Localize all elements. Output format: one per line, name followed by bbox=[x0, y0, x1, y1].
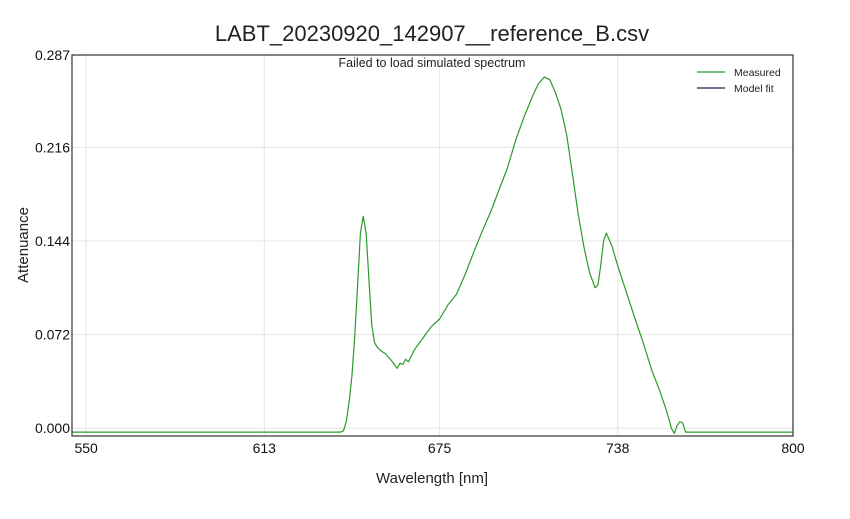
x-axis-label: Wavelength [nm] bbox=[376, 470, 488, 487]
y-tick-label: 0.287 bbox=[35, 47, 70, 63]
y-tick-label: 0.072 bbox=[35, 327, 70, 343]
y-tick-label: 0.000 bbox=[35, 420, 70, 436]
plot-frame bbox=[71, 54, 794, 437]
grid bbox=[72, 54, 794, 436]
x-tick-label: 800 bbox=[781, 440, 805, 456]
series-layer bbox=[72, 76, 793, 434]
x-tick-label: 613 bbox=[253, 440, 277, 456]
legend-label-measured: Measured bbox=[734, 67, 781, 79]
chart-title: LABT_20230920_142907__reference_B.csv bbox=[215, 21, 649, 46]
y-tick-label: 0.216 bbox=[35, 139, 70, 155]
legend-label-model-fit: Model fit bbox=[734, 83, 774, 95]
y-axis-label: Attenuance bbox=[15, 207, 32, 283]
y-axis-ticks: 0.000 0.072 0.144 0.216 0.287 bbox=[35, 47, 70, 436]
x-tick-label: 738 bbox=[606, 440, 630, 456]
x-tick-label: 675 bbox=[428, 440, 452, 456]
y-tick-label: 0.144 bbox=[35, 233, 70, 249]
simulation-error-note: Failed to load simulated spectrum bbox=[339, 56, 526, 70]
x-axis-ticks: 550 613 675 738 800 bbox=[74, 440, 804, 456]
series-line-measured bbox=[72, 76, 793, 434]
x-tick-label: 550 bbox=[74, 440, 98, 456]
legend: Measured Model fit bbox=[697, 67, 781, 95]
